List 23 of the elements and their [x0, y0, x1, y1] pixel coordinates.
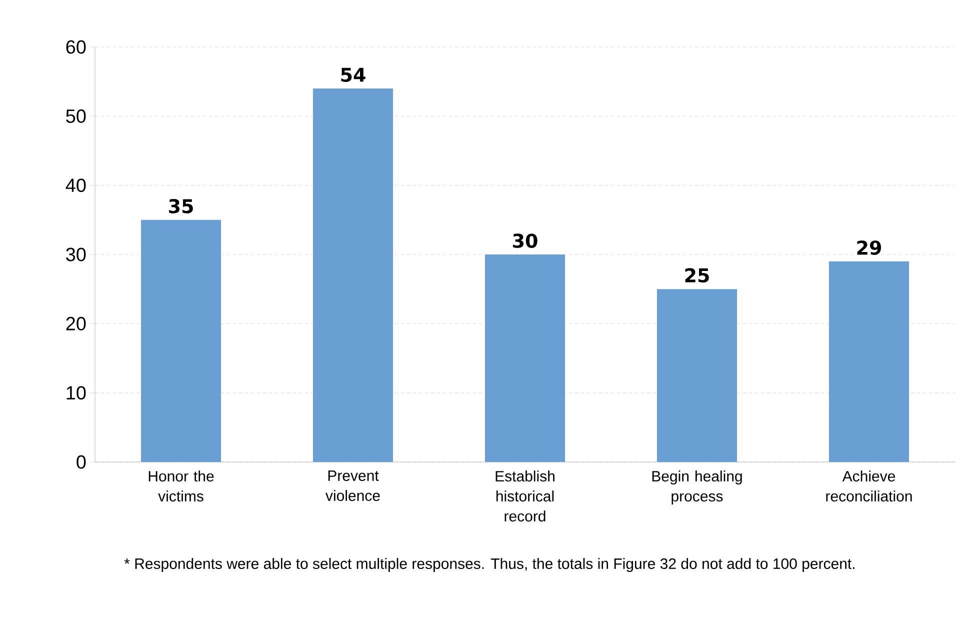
y-tick-label: 60 — [66, 40, 86, 54]
data-label: 54 — [341, 68, 366, 82]
bar — [141, 220, 222, 462]
y-tick-label: 50 — [66, 109, 86, 123]
data-label: 29 — [857, 240, 881, 255]
text: * Respondents were able to select multiple responses. Thus, the totals in Figure 32 do not add to 100 percent. — [124, 558, 854, 572]
bar — [828, 261, 909, 462]
bar — [657, 289, 737, 462]
y-tick-label: 0 — [76, 455, 86, 469]
x-tick-label: Achieve reconciliation — [826, 470, 912, 502]
x-tick-label: Establish historical record — [496, 470, 554, 522]
x-tick-label: Begin healing process — [652, 470, 742, 504]
x-tick-label: Prevent violence — [326, 470, 380, 501]
bar — [485, 254, 566, 462]
data-label: 25 — [685, 268, 709, 283]
x-tick-label: Honor the victims — [148, 470, 214, 502]
y-tick-label: 40 — [66, 178, 86, 192]
data-label: 35 — [169, 199, 193, 214]
y-tick-label: 30 — [66, 248, 86, 262]
data-label: 30 — [513, 234, 538, 248]
y-tick-label: 20 — [66, 316, 86, 330]
bar — [313, 88, 394, 462]
y-tick-label: 10 — [66, 386, 86, 400]
